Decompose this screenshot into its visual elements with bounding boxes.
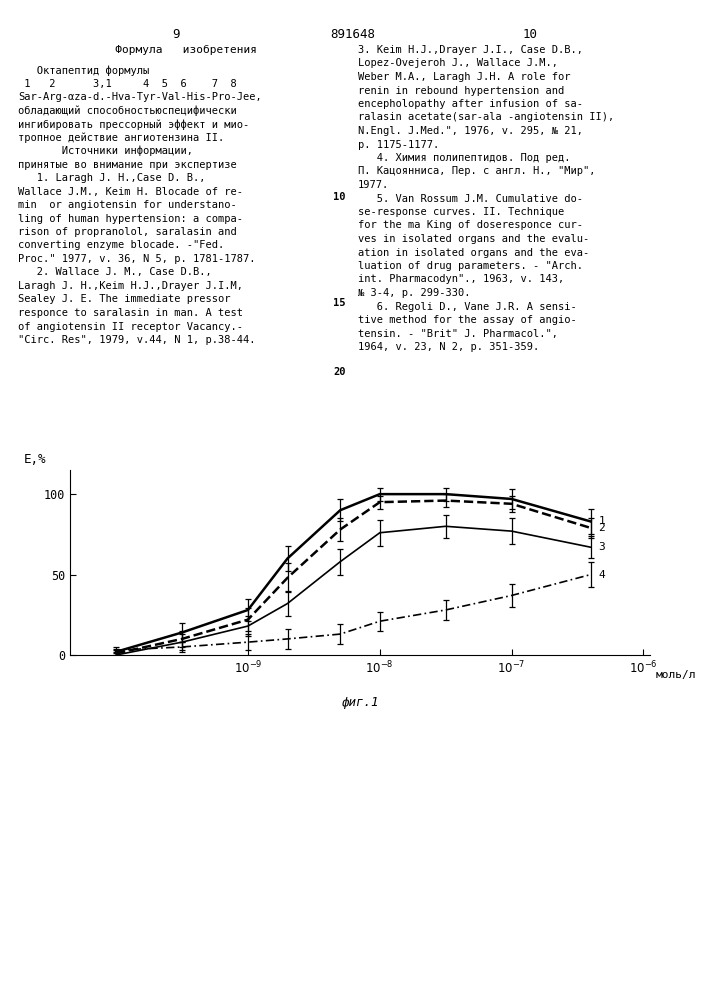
Text: ralasin acetate(sar-ala -angiotensin II),: ralasin acetate(sar-ala -angiotensin II)…: [358, 112, 614, 122]
Text: Wallace J.M., Keim H. Blocade of re-: Wallace J.M., Keim H. Blocade of re-: [18, 186, 243, 196]
Text: renin in rebound hypertension and: renin in rebound hypertension and: [358, 86, 564, 96]
Text: ation in isolated organs and the eva-: ation in isolated organs and the eva-: [358, 247, 589, 257]
Text: 1. Laragh J. H.,Case D. B.,: 1. Laragh J. H.,Case D. B.,: [18, 173, 206, 183]
Text: 1977.: 1977.: [358, 180, 390, 190]
Text: responce to saralasin in man. A test: responce to saralasin in man. A test: [18, 308, 243, 318]
Text: № 3-4, p. 299-330.: № 3-4, p. 299-330.: [358, 288, 470, 298]
Text: Lopez-Ovejeroh J., Wallace J.M.,: Lopez-Ovejeroh J., Wallace J.M.,: [358, 58, 558, 68]
Text: "Circ. Res", 1979, v.44, N 1, p.38-44.: "Circ. Res", 1979, v.44, N 1, p.38-44.: [18, 335, 255, 345]
Text: ling of human hypertension: a compa-: ling of human hypertension: a compa-: [18, 214, 243, 224]
Text: 1   2      3,1     4  5  6    7  8: 1 2 3,1 4 5 6 7 8: [18, 79, 237, 89]
Text: 1964, v. 23, N 2, p. 351-359.: 1964, v. 23, N 2, p. 351-359.: [358, 342, 539, 352]
Text: tive method for the assay of angio-: tive method for the assay of angio-: [358, 315, 577, 325]
Text: luation of drug parameters. - "Arch.: luation of drug parameters. - "Arch.: [358, 261, 583, 271]
Text: 5. Van Rossum J.M. Cumulative do-: 5. Van Rossum J.M. Cumulative do-: [358, 194, 583, 204]
Text: tensin. - "Brit" J. Pharmacol.",: tensin. - "Brit" J. Pharmacol.",: [358, 328, 558, 338]
Text: Sar-Arg-αza-d.-Hva-Tyr-Val-His-Pro-Jее,: Sar-Arg-αza-d.-Hva-Tyr-Val-His-Pro-Jее,: [18, 92, 262, 102]
Text: 1: 1: [599, 516, 605, 526]
Text: rison of propranolol, saralasin and: rison of propranolol, saralasin and: [18, 227, 237, 237]
Text: Источники информации,: Источники информации,: [18, 146, 193, 156]
Text: 10: 10: [522, 28, 537, 41]
Text: 10: 10: [334, 192, 346, 202]
Text: 4. Химия полипептидов. Под ред.: 4. Химия полипептидов. Под ред.: [358, 153, 571, 163]
Text: Sealey J. E. The immediate pressor: Sealey J. E. The immediate pressor: [18, 294, 230, 304]
Text: 9: 9: [173, 28, 180, 41]
Text: фиг.1: фиг.1: [341, 696, 379, 709]
Text: 891648: 891648: [330, 28, 375, 41]
Text: Weber M.A., Laragh J.H. A role for: Weber M.A., Laragh J.H. A role for: [358, 72, 571, 82]
Text: 6. Regoli D., Vane J.R. A sensi-: 6. Regoli D., Vane J.R. A sensi-: [358, 302, 577, 312]
Text: p. 1175-1177.: p. 1175-1177.: [358, 139, 439, 149]
Text: 2. Wallace J. M., Case D.B.,: 2. Wallace J. M., Case D.B.,: [18, 267, 212, 277]
Text: Laragh J. H.,Keim H.J.,Drayer J.I.M,: Laragh J. H.,Keim H.J.,Drayer J.I.M,: [18, 281, 243, 291]
Text: int. Pharmacodyn"., 1963, v. 143,: int. Pharmacodyn"., 1963, v. 143,: [358, 274, 564, 284]
Text: Формула   изобретения: Формула изобретения: [95, 45, 257, 55]
Text: N.Engl. J.Med.", 1976, v. 295, № 21,: N.Engl. J.Med.", 1976, v. 295, № 21,: [358, 126, 583, 136]
Text: 3: 3: [599, 542, 605, 552]
Text: моль/л: моль/л: [656, 670, 696, 680]
Text: П. Кацоянниса, Пер. с англ. Н., "Мир",: П. Кацоянниса, Пер. с англ. Н., "Мир",: [358, 166, 595, 176]
Text: тропное действие ангиотензина II.: тропное действие ангиотензина II.: [18, 132, 224, 143]
Text: min  or angiotensin for understano-: min or angiotensin for understano-: [18, 200, 237, 210]
Text: encepholopathy after infusion of sa-: encepholopathy after infusion of sa-: [358, 99, 583, 109]
Text: 20: 20: [334, 367, 346, 377]
Text: Proc." 1977, v. 36, N 5, p. 1781-1787.: Proc." 1977, v. 36, N 5, p. 1781-1787.: [18, 254, 255, 264]
Text: 3. Keim H.J.,Drayer J.I., Case D.B.,: 3. Keim H.J.,Drayer J.I., Case D.B.,: [358, 45, 583, 55]
Text: for the ma King of doseresponce cur-: for the ma King of doseresponce cur-: [358, 221, 583, 231]
Text: 2: 2: [599, 523, 605, 533]
Text: 4: 4: [599, 570, 605, 580]
Text: of angiotensin II receptor Vacancy.-: of angiotensin II receptor Vacancy.-: [18, 322, 243, 332]
Text: Октапептид формулы: Октапептид формулы: [18, 65, 149, 76]
Text: ves in isolated organs and the evalu-: ves in isolated organs and the evalu-: [358, 234, 589, 244]
Y-axis label: E,%: E,%: [24, 453, 47, 466]
Text: converting enzyme blocade. -"Fed.: converting enzyme blocade. -"Fed.: [18, 240, 224, 250]
Text: принятые во внимание при экспертизе: принятые во внимание при экспертизе: [18, 159, 237, 169]
Text: ингибировать прессорный эффект и мио-: ингибировать прессорный эффект и мио-: [18, 119, 250, 129]
Text: se-response curves. II. Technique: se-response curves. II. Technique: [358, 207, 564, 217]
Text: обладающий способностьюспецифически: обладающий способностьюспецифически: [18, 105, 237, 116]
Text: 15: 15: [334, 298, 346, 308]
